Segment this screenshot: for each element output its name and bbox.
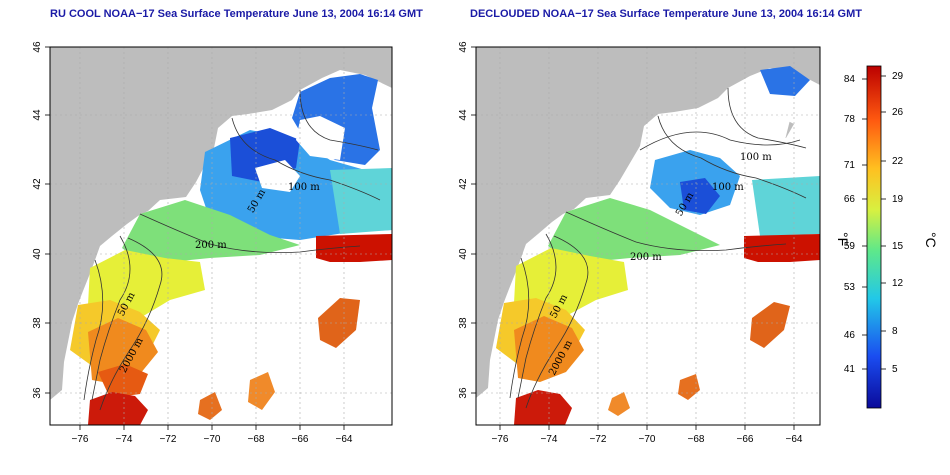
fahrenheit-tick-label: 71 (844, 160, 856, 171)
left-graticule (50, 47, 392, 425)
celsius-unit-label: °C (923, 232, 939, 248)
fahrenheit-tick-label: 78 (844, 114, 856, 125)
x-tick-label: −72 (160, 434, 177, 445)
celsius-tick-label: 8 (892, 326, 898, 337)
x-tick-label: −70 (204, 434, 221, 445)
contour-label: 100 m (740, 152, 772, 163)
x-tick-label: −70 (639, 434, 656, 445)
land-mass (476, 47, 820, 398)
land-mass (50, 47, 392, 400)
right-contours (509, 87, 807, 409)
y-tick-label: 44 (32, 109, 43, 121)
left-map-frame (49, 46, 393, 426)
y-tick-label: 40 (458, 248, 469, 260)
x-tick-label: −68 (688, 434, 705, 445)
contour-label: 200 m (630, 252, 662, 263)
fahrenheit-tick-label: 46 (844, 330, 856, 341)
celsius-tick-label: 12 (892, 278, 904, 289)
x-tick-label: −66 (292, 434, 309, 445)
x-tick-label: −72 (590, 434, 607, 445)
fahrenheit-tick-label: 41 (844, 364, 856, 375)
right-map: 100 m 100 m 50 m 200 m 50 m 2000 m (476, 47, 820, 425)
x-tick-label: −74 (116, 434, 133, 445)
right-map-frame (475, 46, 821, 426)
colorbar-ticks: 84 78 71 66 59 53 46 41 29 26 22 19 15 12 8 5 (844, 71, 904, 375)
fahrenheit-tick-label: 53 (844, 282, 856, 293)
y-tick-label: 42 (32, 178, 43, 190)
fahrenheit-tick-label: 84 (844, 74, 856, 85)
y-tick-label: 44 (458, 109, 469, 121)
contour-label: 100 m (712, 182, 744, 193)
celsius-tick-label: 29 (892, 71, 904, 82)
y-tick-label: 38 (458, 317, 469, 329)
celsius-tick-label: 5 (892, 364, 898, 375)
contour-label: 200 m (195, 240, 227, 251)
fahrenheit-tick-label: 66 (844, 194, 856, 205)
celsius-tick-label: 26 (892, 107, 904, 118)
x-tick-label: −76 (72, 434, 89, 445)
x-tick-label: −66 (737, 434, 754, 445)
fahrenheit-unit-label: °F (835, 232, 851, 246)
celsius-tick-label: 22 (892, 156, 904, 167)
celsius-tick-label: 15 (892, 241, 904, 252)
colorbar (866, 65, 882, 409)
y-tick-label: 42 (458, 178, 469, 190)
x-tick-label: −68 (248, 434, 265, 445)
axes-layer: −76 −74 −72 −70 −68 −66 −64 36 38 40 42 44 46 −76 −74 −… (32, 41, 803, 445)
y-tick-label: 46 (458, 41, 469, 53)
fahrenheit-tick-label: 59 (844, 241, 856, 252)
x-tick-label: −74 (541, 434, 558, 445)
x-tick-label: −64 (786, 434, 803, 445)
x-tick-label: −76 (492, 434, 509, 445)
y-tick-label: 36 (458, 387, 469, 399)
x-tick-label: −64 (336, 434, 353, 445)
contour-label: 100 m (288, 182, 320, 193)
celsius-tick-label: 19 (892, 194, 904, 205)
y-tick-label: 46 (32, 41, 43, 53)
left-map: 100 m 50 m 200 m 50 m 2000 m (50, 47, 392, 425)
y-tick-label: 40 (32, 248, 43, 260)
right-graticule (476, 47, 820, 425)
right-map-title: DECLOUDED NOAA−17 Sea Surface Temperatur… (470, 8, 862, 20)
y-tick-label: 36 (32, 387, 43, 399)
left-map-title: RU COOL NOAA−17 Sea Surface Temperature … (50, 8, 423, 20)
y-tick-label: 38 (32, 317, 43, 329)
left-contours (83, 89, 381, 411)
